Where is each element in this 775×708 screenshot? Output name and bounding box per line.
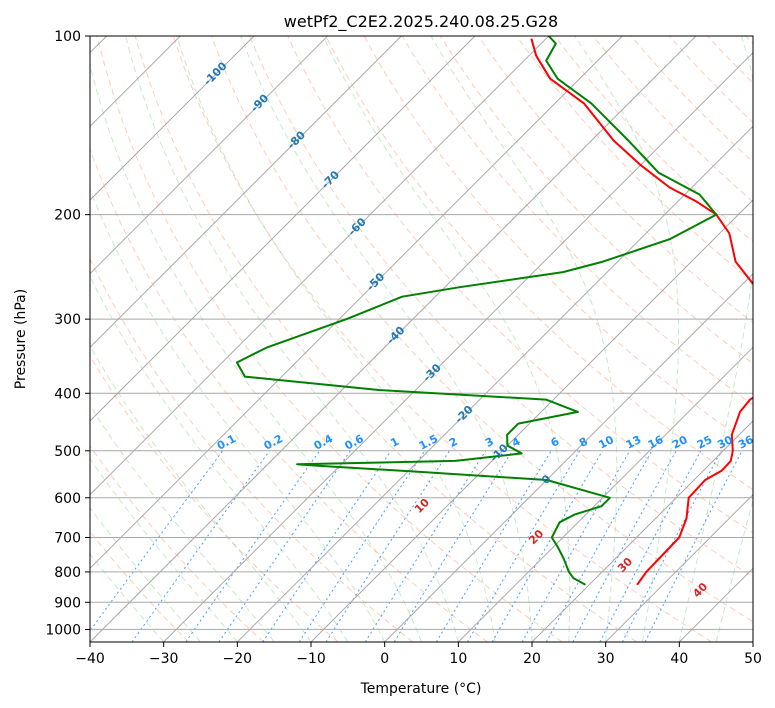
- moist-adiabat: [90, 457, 238, 642]
- y-tick-label: 900: [54, 595, 81, 611]
- y-tick-label: 400: [54, 386, 81, 402]
- chart-title: wetPf2_C2E2.2025.240.08.25.G28: [284, 12, 558, 32]
- y-tick-label: 700: [54, 531, 81, 547]
- moist-adiabat: [430, 36, 618, 642]
- dry-adiabat: [249, 36, 753, 578]
- x-tick-label: −10: [296, 651, 326, 667]
- dry-adiabat: [401, 36, 753, 406]
- dry-adiabat: [478, 36, 753, 324]
- mixing-ratio-line: [644, 450, 743, 642]
- x-tick-label: 40: [670, 651, 688, 667]
- mixing-ratio-line: [435, 450, 552, 642]
- x-axis-title: Temperature (°C): [360, 681, 482, 697]
- moist-adiabat: [90, 507, 201, 642]
- mixing-ratio-line: [467, 450, 581, 642]
- dry-adiabat: [554, 36, 753, 243]
- mixing-ratio-line: [325, 450, 451, 642]
- isotherm-line: [605, 493, 753, 642]
- x-tick-label: −20: [223, 651, 253, 667]
- moist-adiabat: [176, 36, 496, 642]
- isotherm-line: [90, 36, 255, 201]
- moist-adiabat: [574, 36, 679, 642]
- x-tick-label: 20: [523, 651, 541, 667]
- mixing-ratio-line: [621, 450, 722, 642]
- isotherm-line: [90, 36, 697, 642]
- isotherm-line: [90, 36, 402, 349]
- isotherm-line: [90, 36, 550, 496]
- y-axis-title: Pressure (hPa): [13, 289, 29, 389]
- isotherm-line: [90, 36, 476, 422]
- mixing-ratio-line: [572, 450, 677, 642]
- mixing-ratio-line: [599, 450, 702, 642]
- moist-adiabat: [90, 275, 349, 642]
- mixing-ratio-label: 16: [646, 433, 666, 452]
- isotherm-line: [90, 36, 623, 570]
- dry-adiabat: [363, 36, 753, 448]
- dry-adiabat: [439, 36, 753, 365]
- y-tick-label: 1000: [45, 622, 81, 638]
- axis-ticks: −40 −30 −20 −10 0 10 20 30 40 50 100 200 300 400 500 60…: [45, 29, 762, 667]
- mixing-ratio-line: [491, 450, 603, 642]
- x-tick-label: −30: [149, 651, 179, 667]
- y-tick-label: 800: [54, 565, 81, 581]
- mixing-ratio-line: [545, 450, 653, 642]
- isotherm-line: [236, 125, 753, 642]
- mixing-ratio-label: 25: [695, 433, 715, 452]
- mixing-ratio-line: [298, 450, 426, 642]
- dewpoint-line: [235, 36, 718, 586]
- dry-adiabat: [630, 36, 753, 163]
- moist-adiabat: [90, 62, 422, 642]
- mixing-ratio-line: [90, 450, 224, 632]
- dry-adiabat: [592, 36, 753, 203]
- x-tick-label: −40: [75, 651, 105, 667]
- moist-adiabat: [240, 36, 533, 642]
- moist-adiabat: [90, 188, 386, 642]
- mixing-ratio-label: 36: [736, 433, 756, 452]
- x-tick-label: 30: [597, 651, 615, 667]
- moist-adiabat: [678, 36, 753, 642]
- moist-adiabat: [90, 553, 165, 642]
- dry-adiabat: [90, 257, 414, 642]
- mixing-ratio-line: [393, 450, 513, 642]
- background-lines: [90, 36, 753, 642]
- moist-adiabat: [90, 404, 275, 642]
- mixing-ratio-line: [185, 450, 321, 642]
- isotherm-line: [163, 51, 753, 642]
- dry-adiabat: [90, 444, 264, 642]
- isotherm-line: [457, 346, 753, 642]
- isotherm-line: [384, 272, 753, 642]
- dry-adiabat: [96, 36, 563, 642]
- mixing-ratio-label: 30: [715, 433, 735, 452]
- plot-frame: [89, 35, 754, 643]
- x-tick-label: 50: [744, 651, 762, 667]
- mixing-ratio-label: 13: [624, 433, 644, 452]
- dry-adiabat: [287, 36, 753, 534]
- y-tick-label: 200: [54, 208, 81, 224]
- dry-adiabat: [172, 36, 712, 642]
- x-tick-label: 0: [380, 651, 389, 667]
- profile-lines: [235, 36, 753, 586]
- isotherm-line: [310, 199, 753, 642]
- isotherm-line: [90, 36, 329, 275]
- mixing-ratio-label: 10: [596, 433, 616, 452]
- y-tick-label: 600: [54, 491, 81, 507]
- mixing-ratio-label: 20: [670, 433, 690, 452]
- dry-adiabat: [134, 36, 638, 642]
- moist-adiabat: [322, 36, 571, 642]
- y-tick-label: 300: [54, 312, 81, 328]
- y-tick-label: 100: [54, 29, 81, 45]
- dry-adiabat: [90, 147, 488, 642]
- mixing-ratio-line: [521, 450, 631, 642]
- isotherm-line: [531, 420, 753, 642]
- moist-adiabat: [125, 36, 459, 642]
- pressure-gridlines: [90, 36, 753, 630]
- x-tick-label: 10: [449, 651, 467, 667]
- temperature-line: [530, 38, 753, 586]
- y-tick-label: 500: [54, 444, 81, 460]
- moist-adiabat: [715, 498, 753, 642]
